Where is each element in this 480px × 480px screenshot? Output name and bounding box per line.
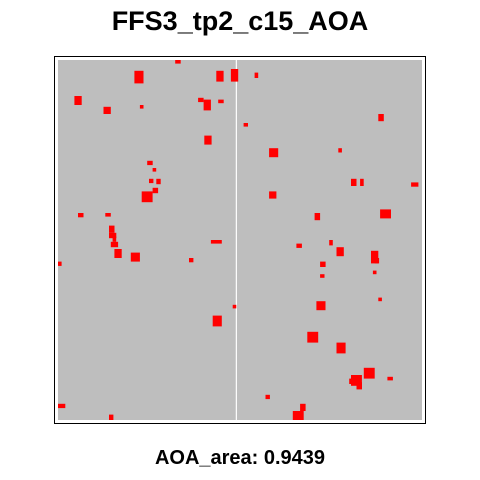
- outside-aoa-patches: [58, 60, 419, 420]
- outside-aoa-patch: [320, 261, 326, 267]
- outside-aoa-patch: [351, 178, 357, 186]
- outside-aoa-patch: [314, 213, 321, 221]
- aoa-area-label: AOA_area: 0.9439: [154, 447, 326, 469]
- outside-aoa-patch: [254, 72, 259, 78]
- outside-aoa-patch: [372, 270, 377, 275]
- outside-aoa-patch: [371, 250, 379, 264]
- outside-aoa-patch: [109, 232, 117, 239]
- outside-aoa-patch: [378, 114, 384, 122]
- outside-aoa-patch: [147, 160, 153, 166]
- outside-aoa-patch: [141, 191, 153, 203]
- outside-aoa-patch: [300, 403, 306, 411]
- outside-aoa-patch: [329, 240, 333, 246]
- outside-aoa-patch: [58, 403, 66, 409]
- outside-aoa-patch: [374, 258, 380, 264]
- page-title: FFS3_tp2_c15_AOA: [111, 6, 369, 36]
- outside-aoa-patch: [103, 106, 111, 114]
- outside-aoa-patch: [307, 331, 319, 343]
- outside-aoa-patch: [349, 378, 355, 384]
- outside-aoa-patch: [189, 258, 194, 263]
- outside-aoa-patch: [316, 301, 326, 311]
- outside-aoa-patch: [114, 249, 122, 258]
- outside-aoa-patch: [216, 70, 224, 82]
- outside-aoa-patch: [336, 247, 344, 257]
- outside-aoa-patch: [265, 394, 270, 400]
- outside-aoa-patch: [296, 243, 302, 248]
- outside-aoa-patch: [269, 191, 277, 199]
- outside-aoa-patch: [74, 96, 82, 105]
- outside-aoa-patch: [149, 178, 154, 184]
- aoa-map: [58, 60, 422, 420]
- outside-aoa-patch: [378, 297, 382, 302]
- outside-aoa-patch: [387, 376, 393, 381]
- outside-aoa-patch: [203, 99, 211, 111]
- outside-aoa-patch: [320, 274, 325, 278]
- outside-aoa-patch: [411, 182, 419, 187]
- outside-aoa-patch: [243, 123, 248, 127]
- outside-aoa-patch: [105, 213, 111, 217]
- outside-aoa-patch: [109, 225, 115, 233]
- outside-aoa-patch: [338, 148, 342, 153]
- outside-aoa-patch: [232, 304, 237, 309]
- outside-aoa-patch: [356, 382, 362, 390]
- outside-aoa-patch: [336, 342, 346, 354]
- outside-aoa-patch: [156, 178, 161, 185]
- outside-aoa-patch: [78, 213, 84, 218]
- outside-aoa-patch: [204, 135, 212, 145]
- outside-aoa-patch: [360, 178, 364, 186]
- outside-aoa-patch: [175, 60, 181, 64]
- outside-aoa-patch: [363, 367, 375, 379]
- outside-aoa-patch: [58, 261, 62, 266]
- outside-aoa-patch: [351, 375, 362, 386]
- outside-aoa-patch: [292, 411, 304, 420]
- outside-aoa-patch: [152, 187, 159, 194]
- inside-aoa-background: [58, 60, 422, 420]
- outside-aoa-patch: [152, 168, 157, 172]
- outside-aoa-patch: [110, 241, 119, 248]
- outside-aoa-patch: [269, 148, 279, 158]
- outside-aoa-patch: [139, 105, 144, 109]
- outside-aoa-patch: [198, 97, 204, 103]
- outside-aoa-patch: [212, 315, 222, 327]
- outside-aoa-patch: [218, 99, 224, 104]
- outside-aoa-patch: [134, 70, 144, 84]
- outside-aoa-patch: [230, 69, 239, 82]
- outside-aoa-patch: [210, 240, 222, 244]
- outside-aoa-patch: [112, 236, 117, 242]
- outside-aoa-patch: [130, 252, 140, 262]
- outside-aoa-patch: [109, 414, 114, 420]
- outside-aoa-patch: [380, 209, 391, 219]
